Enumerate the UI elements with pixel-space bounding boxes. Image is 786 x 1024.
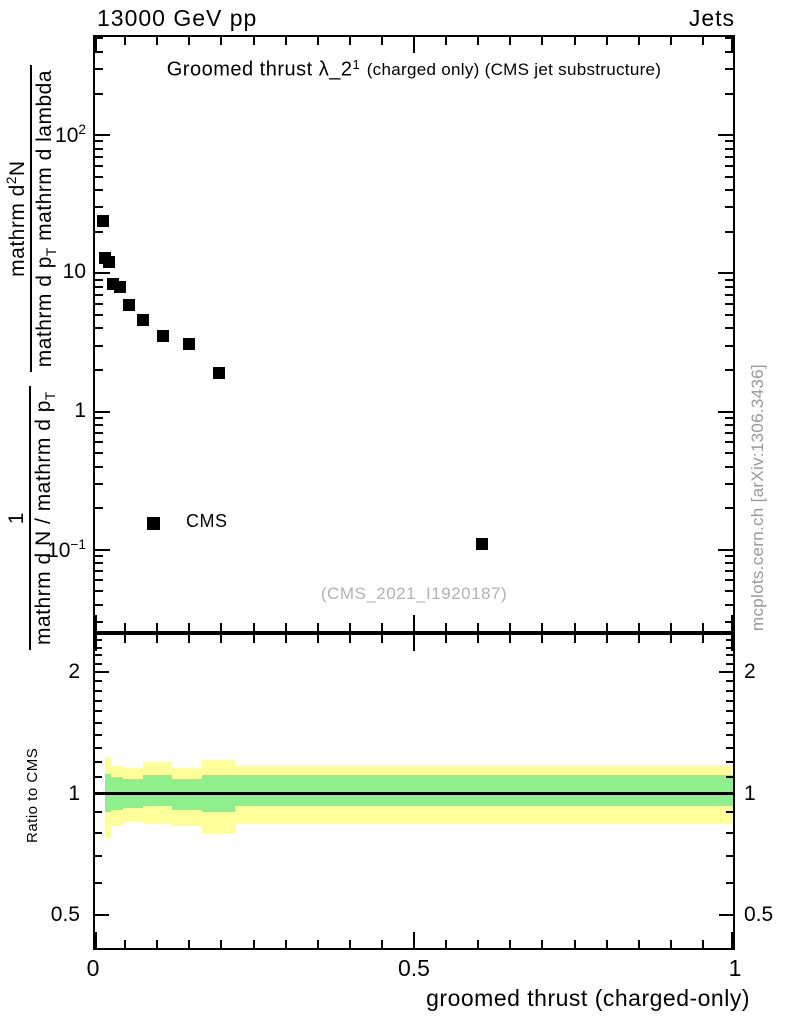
frac2-den-tail: mathrm d lambda [33,69,57,248]
ratio-panel-frame [93,633,735,950]
legend-label-cms: CMS [186,511,228,531]
frac2-num-tail: N [6,160,29,177]
frac2-den-text: mathrm d p [33,256,57,368]
plot-title-note: (charged only) (CMS jet substructure) [366,60,662,80]
header-beam-energy: 13000 GeV pp [97,5,258,31]
y-axis-frac2-numerator: mathrm d2N [4,155,29,281]
y-axis-frac1-numerator: 1 [5,512,28,525]
frac2-num-superscript: 2 [4,176,19,185]
ratio-tick-label-right: 0.5 [744,903,774,927]
x-tick-label: 0 [86,955,100,981]
ratio-tick-label-right: 2 [744,660,756,684]
header-process-label: Jets [688,5,735,31]
ratio-tick-label-left: 2 [68,660,80,684]
y-axis-fraction-2: mathrm d2N mathrm d pT mathrm d lambda [4,64,59,373]
y-axis-label: 1 mathrm d N / mathrm d pT mathrm d2N ma… [4,64,59,650]
fraction-bar [29,386,32,650]
legend-marker-square [147,517,160,530]
y-axis-frac1-denominator: mathrm d N / mathrm d pT [32,386,58,650]
plot-title-superscript: 1 [352,57,360,72]
frac1-den-text: mathrm d N / mathrm d p [32,400,56,645]
frac1-den-subscript: T [43,391,59,401]
frac2-num-text: mathrm d [6,184,29,277]
y-axis-fraction-1: 1 mathrm d N / mathrm d pT [5,386,58,650]
ratio-tick-label-right: 1 [744,781,756,805]
plot-title: Groomed thrust λ_21 (charged only) (CMS j… [93,57,735,81]
ratio-tick-label-left: 1 [68,781,80,805]
ratio-y-axis-label: Ratio to CMS [24,747,41,843]
plot-title-main: Groomed thrust λ_2 [166,58,353,81]
analysis-id-watermark: (CMS_2021_I1920187) [320,584,508,603]
y-axis-frac2-denominator: mathrm d pT mathrm d lambda [33,65,59,372]
fraction-bar [30,64,33,373]
mcplots-sidenote: mcplots.cern.ch [arXiv:1306.3436] [748,364,767,631]
ratio-tick-label-left: 0.5 [50,903,80,927]
main-panel-frame [93,35,735,633]
x-tick-label: 1 [728,955,742,981]
x-tick-label: 0.5 [398,955,430,981]
x-axis-label: groomed thrust (charged-only) [426,985,750,1011]
frac2-den-subscript: T [44,247,60,257]
